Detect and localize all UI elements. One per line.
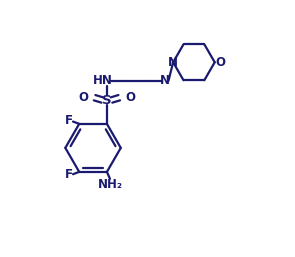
Text: S: S — [102, 94, 112, 107]
Text: N: N — [168, 56, 178, 69]
Text: N: N — [160, 74, 170, 87]
Text: O: O — [78, 91, 88, 104]
Text: O: O — [216, 56, 226, 69]
Text: F: F — [64, 169, 72, 181]
Text: O: O — [126, 91, 136, 104]
Text: F: F — [64, 114, 72, 127]
Text: NH₂: NH₂ — [97, 178, 122, 191]
Text: HN: HN — [93, 74, 113, 87]
